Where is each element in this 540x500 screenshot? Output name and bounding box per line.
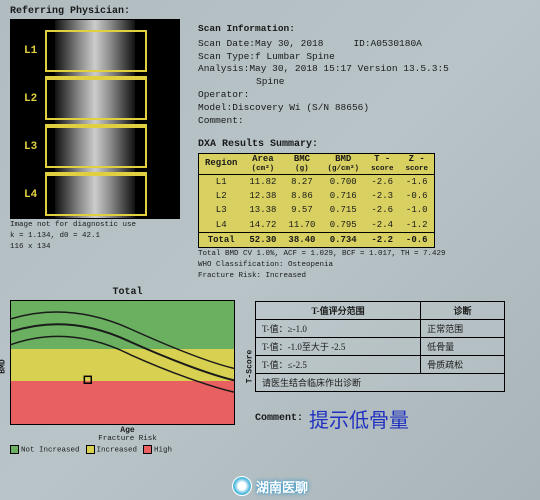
t-score-reference-table: T-值评分范围 诊断 T-值：≥-1.0正常范围T-值：-1.0至大于 -2.5… bbox=[255, 301, 505, 392]
table-row: T-值：≤-2.5骨质疏松 bbox=[256, 355, 505, 373]
image-caption: 116 x 134 bbox=[10, 243, 190, 252]
watermark: 湖南医聊 bbox=[232, 476, 308, 496]
legend-item: High bbox=[143, 445, 172, 454]
scan-image-panel: L1 L2 L3 L4 Image not for diagnostic use… bbox=[10, 19, 190, 281]
dxa-title: DXA Results Summary: bbox=[198, 138, 530, 152]
table-row: L111.828.270.700-2.6-1.6 bbox=[199, 175, 435, 190]
table-row: T-值：-1.0至大于 -2.5低骨量 bbox=[256, 337, 505, 355]
bmd-chart-panel: Total BMD T-Score Age Fracture Risk No bbox=[10, 287, 245, 454]
legend-item: Increased bbox=[86, 445, 138, 454]
table-row: L212.388.860.716-2.3-0.6 bbox=[199, 189, 435, 203]
chart-legend: Not Increased Increased High bbox=[10, 445, 245, 454]
scan-info-title: Scan Information: bbox=[198, 23, 530, 36]
vertebra-label: L4 bbox=[21, 188, 40, 202]
table-row: L414.7211.700.795-2.4-1.2 bbox=[199, 218, 435, 233]
table-row-total: Total52.3038.400.734-2.2-0.6 bbox=[199, 232, 435, 247]
comment-label: Comment: bbox=[255, 413, 303, 424]
vertebra-label: L3 bbox=[21, 140, 40, 154]
dxa-note: WHO Classification: Osteopenia bbox=[198, 261, 530, 270]
scan-info-panel: Scan Information: Scan Date:May 30, 2018… bbox=[198, 19, 530, 281]
dxa-note: Fracture Risk: Increased bbox=[198, 272, 530, 281]
image-caption: Image not for diagnostic use bbox=[10, 221, 190, 230]
legend-item: Not Increased bbox=[10, 445, 80, 454]
spine-scan-image: L1 L2 L3 L4 bbox=[10, 19, 180, 219]
vertebra-label: L2 bbox=[21, 92, 40, 106]
vertebra-label: L1 bbox=[21, 44, 40, 58]
table-row: T-值：≥-1.0正常范围 bbox=[256, 319, 505, 337]
dxa-results-table: Region Area(cm²) BMC(g) BMD(g/cm²) T -sc… bbox=[198, 153, 435, 248]
bmd-chart bbox=[10, 300, 235, 425]
chart-title: Total bbox=[10, 287, 245, 298]
watermark-icon bbox=[232, 476, 252, 496]
referring-physician-label: Referring Physician: bbox=[10, 6, 530, 17]
dxa-note: Total BMD CV 1.0%, ACF = 1.029, BCF = 1.… bbox=[198, 250, 530, 259]
table-row: L313.389.570.715-2.6-1.0 bbox=[199, 203, 435, 217]
reference-panel: T-值评分范围 诊断 T-值：≥-1.0正常范围T-值：-1.0至大于 -2.5… bbox=[255, 287, 530, 454]
handwritten-comment: 提示低骨量 bbox=[309, 404, 409, 433]
image-caption: k = 1.134, d0 = 42.1 bbox=[10, 232, 190, 241]
